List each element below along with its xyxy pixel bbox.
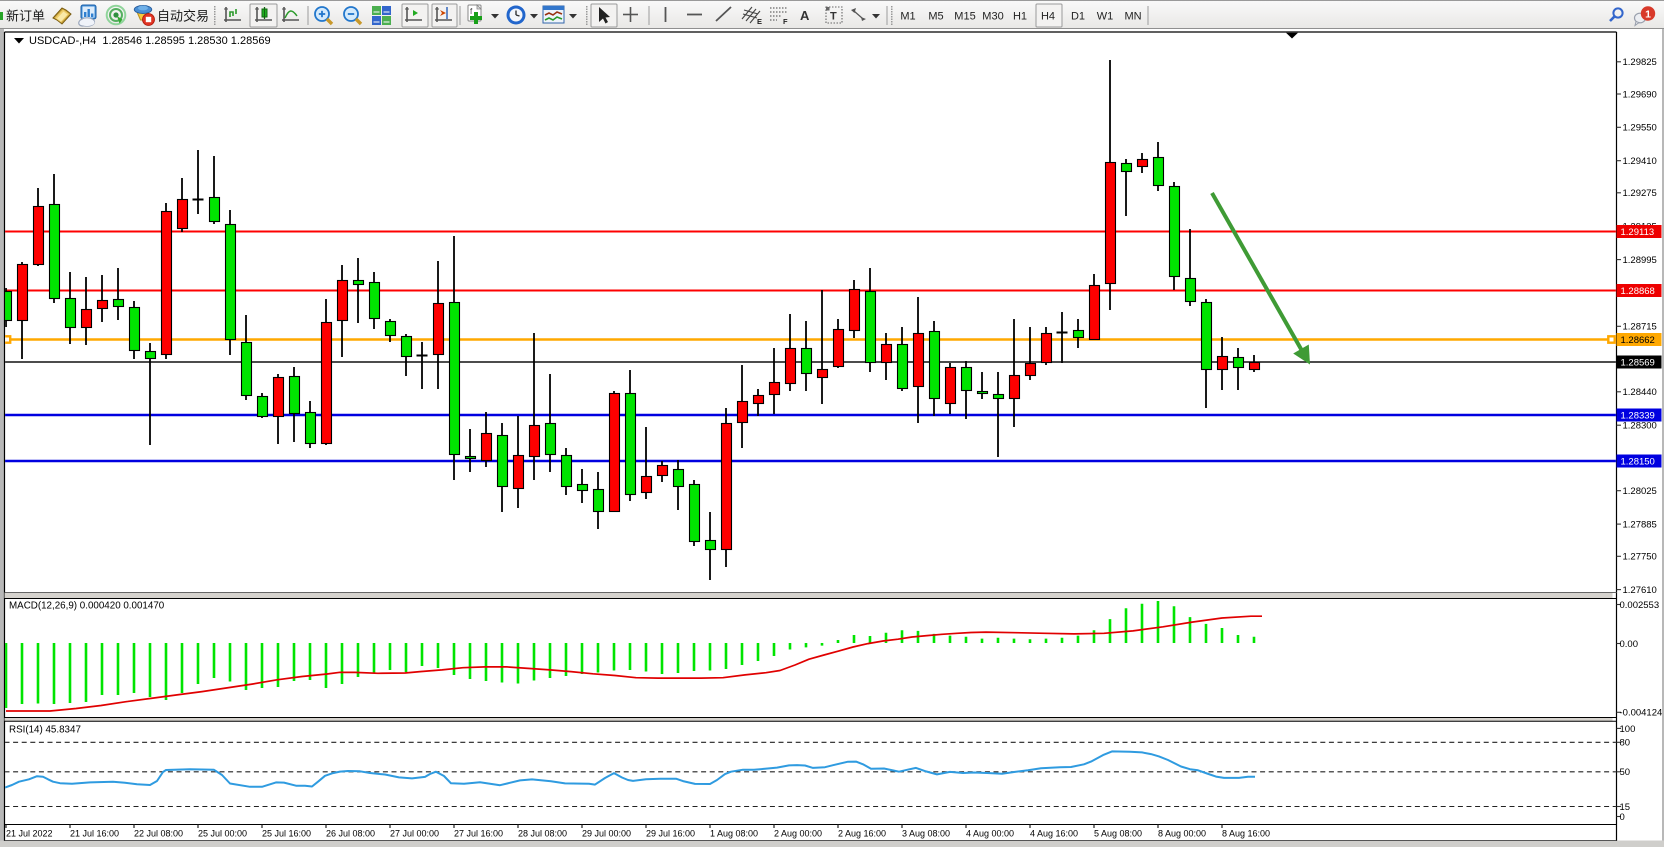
svg-text:5 Aug 08:00: 5 Aug 08:00 [1094,829,1142,839]
svg-text:8 Aug 16:00: 8 Aug 16:00 [1222,829,1270,839]
svg-text:-0.004124: -0.004124 [1620,708,1663,719]
svg-text:100: 100 [1620,724,1636,735]
svg-text:1.28995: 1.28995 [1623,255,1657,266]
svg-text:1.28662: 1.28662 [1621,335,1655,346]
svg-text:4 Aug 16:00: 4 Aug 16:00 [1030,829,1078,839]
svg-text:2 Aug 16:00: 2 Aug 16:00 [838,829,886,839]
svg-text:M30: M30 [982,11,1003,23]
svg-text:21 Jul 2022: 21 Jul 2022 [6,829,53,839]
svg-text:1.28300: 1.28300 [1623,421,1657,432]
svg-text:1.28715: 1.28715 [1623,322,1657,333]
svg-text:1.29113: 1.29113 [1621,227,1655,238]
svg-text:8 Aug 00:00: 8 Aug 00:00 [1158,829,1206,839]
svg-text:25 Jul 00:00: 25 Jul 00:00 [198,829,247,839]
svg-text:28 Jul 08:00: 28 Jul 08:00 [518,829,567,839]
svg-text:1.29550: 1.29550 [1623,123,1657,134]
svg-text:26 Jul 08:00: 26 Jul 08:00 [326,829,375,839]
svg-text:RSI(14) 45.8347: RSI(14) 45.8347 [9,725,81,736]
svg-text:1.28868: 1.28868 [1621,286,1655,297]
svg-text:新订单: 新订单 [6,9,45,24]
svg-text:0.002553: 0.002553 [1620,600,1660,611]
svg-text:f: f [470,7,473,16]
svg-text:1.27885: 1.27885 [1623,520,1657,531]
svg-text:21 Jul 16:00: 21 Jul 16:00 [70,829,119,839]
svg-text:15: 15 [1620,802,1631,813]
svg-text:27 Jul 16:00: 27 Jul 16:00 [454,829,503,839]
svg-text:F: F [783,17,788,26]
svg-text:1.27750: 1.27750 [1623,552,1657,563]
svg-text:22 Jul 08:00: 22 Jul 08:00 [134,829,183,839]
svg-text:1.27610: 1.27610 [1623,585,1657,596]
svg-text:2 Aug 00:00: 2 Aug 00:00 [774,829,822,839]
svg-text:1.28440: 1.28440 [1623,387,1657,398]
svg-text:1: 1 [1645,9,1651,21]
svg-text:29 Jul 00:00: 29 Jul 00:00 [582,829,631,839]
svg-text:USDCAD-,H4 1.28546 1.28595 1.: USDCAD-,H4 1.28546 1.28595 1.28530 1.285… [29,35,271,47]
svg-text:1.28339: 1.28339 [1621,411,1655,422]
svg-text:H4: H4 [1041,11,1055,23]
svg-text:E: E [757,17,762,26]
svg-text:1.29690: 1.29690 [1623,89,1657,100]
svg-text:50: 50 [1620,767,1631,778]
svg-text:M5: M5 [928,11,943,23]
svg-text:4 Aug 00:00: 4 Aug 00:00 [966,829,1014,839]
svg-text:0: 0 [1620,812,1625,823]
svg-text:3 Aug 08:00: 3 Aug 08:00 [902,829,950,839]
svg-text:D1: D1 [1071,11,1085,23]
svg-text:0.00: 0.00 [1620,639,1639,650]
svg-text:T: T [830,11,837,23]
svg-text:1.28569: 1.28569 [1621,358,1655,369]
svg-text:1.28150: 1.28150 [1621,457,1655,468]
svg-text:MN: MN [1124,11,1141,23]
svg-text:W1: W1 [1097,11,1114,23]
svg-text:MACD(12,26,9) 0.000420 0.00147: MACD(12,26,9) 0.000420 0.001470 [9,601,165,612]
svg-text:27 Jul 00:00: 27 Jul 00:00 [390,829,439,839]
svg-text:29 Jul 16:00: 29 Jul 16:00 [646,829,695,839]
svg-text:H1: H1 [1013,11,1027,23]
svg-text:80: 80 [1620,738,1631,749]
svg-text:1.29410: 1.29410 [1623,156,1657,167]
svg-text:M15: M15 [954,11,975,23]
svg-text:1.29825: 1.29825 [1623,57,1657,68]
svg-text:1 Aug 08:00: 1 Aug 08:00 [710,829,758,839]
svg-text:自动交易: 自动交易 [157,9,209,24]
svg-text:25 Jul 16:00: 25 Jul 16:00 [262,829,311,839]
svg-text:1.28025: 1.28025 [1623,486,1657,497]
svg-text:A: A [800,8,810,23]
svg-text:1.29275: 1.29275 [1623,188,1657,199]
svg-text:M1: M1 [900,11,915,23]
